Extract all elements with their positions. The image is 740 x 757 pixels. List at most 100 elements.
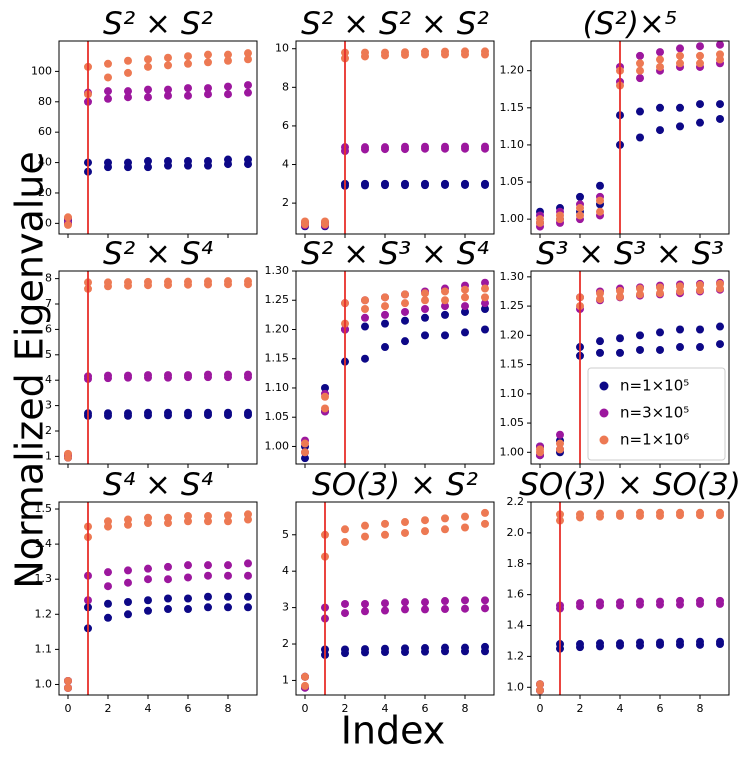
point <box>204 84 212 93</box>
point <box>716 279 724 288</box>
x-tick-label: 6 <box>657 702 664 715</box>
point <box>656 289 664 298</box>
point <box>441 525 449 534</box>
point <box>124 578 132 587</box>
point <box>204 603 212 612</box>
x-axis-label: Index <box>341 709 446 753</box>
point <box>461 596 469 605</box>
y-tick-label: 10 <box>275 42 289 55</box>
y-axis-label: Normalized Eigenvalue <box>8 151 52 589</box>
point <box>556 439 564 448</box>
point <box>224 82 232 91</box>
chart-title: S⁴ × S⁴ <box>103 467 213 503</box>
point <box>676 637 684 646</box>
point <box>244 155 252 164</box>
point <box>636 133 644 142</box>
point <box>124 598 132 607</box>
point <box>716 100 724 109</box>
axes-frame <box>295 501 495 696</box>
point <box>676 343 684 352</box>
legend-box <box>587 367 726 461</box>
point <box>381 48 389 57</box>
point <box>361 521 369 530</box>
x-tick-label: 0 <box>302 702 309 715</box>
point <box>204 50 212 59</box>
point <box>441 47 449 56</box>
y-tick-label: 40 <box>38 156 52 169</box>
point <box>361 322 369 331</box>
point <box>204 592 212 601</box>
point <box>461 179 469 188</box>
chart-title: S² × S⁴ <box>103 236 213 272</box>
point <box>381 343 389 352</box>
point <box>361 313 369 322</box>
point <box>164 408 172 417</box>
point <box>481 305 489 314</box>
point <box>124 93 132 102</box>
point <box>244 55 252 64</box>
point <box>104 613 112 622</box>
point <box>104 278 112 287</box>
axes-frame <box>530 40 730 235</box>
point <box>441 331 449 340</box>
point <box>361 305 369 314</box>
y-tick-label: 2 <box>45 424 52 437</box>
point <box>616 509 624 518</box>
legend-marker <box>599 408 609 418</box>
point <box>481 278 489 287</box>
point <box>224 603 232 612</box>
chart-title: SO(3) × S² <box>312 467 478 503</box>
point <box>401 48 409 57</box>
point <box>104 568 112 577</box>
point <box>361 48 369 57</box>
chart-title: SO(3) × SO(3) <box>519 467 740 503</box>
point <box>656 103 664 112</box>
point <box>124 278 132 287</box>
point <box>224 592 232 601</box>
point <box>401 316 409 325</box>
point <box>224 370 232 379</box>
point <box>696 596 704 605</box>
point <box>441 179 449 188</box>
axes-frame <box>295 270 495 465</box>
point <box>224 571 232 580</box>
x-tick-label: 8 <box>225 702 232 715</box>
y-tick-label: 3 <box>282 601 289 614</box>
point <box>164 157 172 166</box>
point <box>616 348 624 357</box>
point <box>301 454 309 463</box>
point <box>421 289 429 298</box>
point <box>401 179 409 188</box>
point <box>481 293 489 302</box>
point <box>301 217 309 226</box>
x-tick-label: 2 <box>577 702 584 715</box>
point <box>244 370 252 379</box>
point <box>596 639 604 648</box>
point <box>224 561 232 570</box>
point <box>596 337 604 346</box>
point <box>104 409 112 418</box>
point <box>596 196 604 205</box>
point <box>481 604 489 613</box>
point <box>224 511 232 520</box>
point <box>144 62 152 71</box>
point <box>144 55 152 64</box>
y-tick-label: 60 <box>38 125 52 138</box>
point <box>204 512 212 521</box>
y-tick-label: 6 <box>282 119 289 132</box>
y-tick-label: 1 <box>282 673 289 686</box>
legend-label: n=3×10⁵ <box>620 404 689 422</box>
point <box>421 527 429 536</box>
point <box>716 340 724 349</box>
point <box>321 404 329 413</box>
y-tick-label: 1.05 <box>500 175 525 188</box>
point <box>64 683 72 692</box>
point <box>636 290 644 299</box>
point <box>656 597 664 606</box>
y-tick-label: 1.10 <box>500 387 525 400</box>
x-tick-label: 4 <box>617 702 624 715</box>
point <box>204 561 212 570</box>
point <box>361 296 369 305</box>
point <box>224 56 232 65</box>
point <box>184 573 192 582</box>
